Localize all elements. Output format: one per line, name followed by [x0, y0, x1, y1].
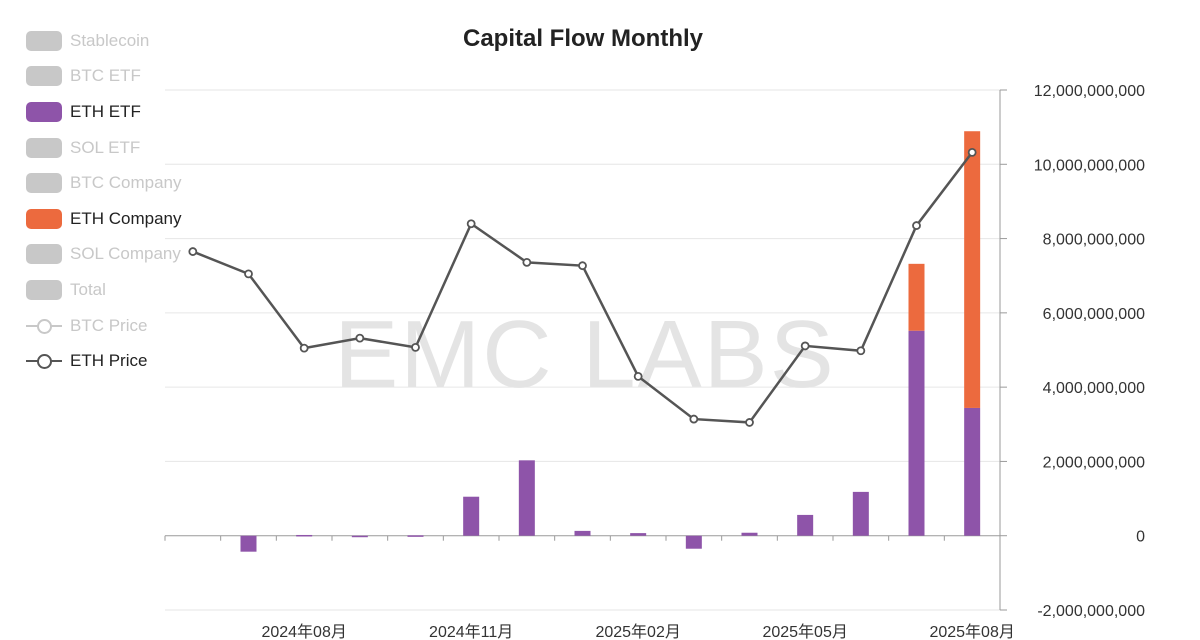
grid-lines [165, 89, 1000, 611]
point-eth-price [466, 219, 476, 229]
y-tick-label: 0 [1136, 529, 1145, 546]
bars [240, 131, 981, 552]
legend-label: BTC Price [70, 315, 148, 335]
point-eth-price [188, 247, 198, 256]
legend-swatch-btc-company [26, 173, 62, 194]
legend-swatch-eth-etf [26, 101, 62, 122]
legend: Stablecoin BTC ETF ETH ETF SOL ETF BTC Compa… [26, 23, 181, 379]
legend-label: SOL ETF [70, 137, 141, 157]
legend-swatch-eth-price [26, 351, 62, 371]
point-eth-price [967, 147, 977, 157]
legend-swatch-eth-company [26, 208, 62, 229]
legend-label: SOL Company [70, 244, 181, 264]
legend-swatch-btc-etf [26, 66, 62, 87]
legend-label: Stablecoin [70, 30, 150, 50]
axes: -2,000,000,000 0 2,000,000,000 4,000,000,00… [164, 83, 1145, 640]
x-tick-label: 2025年08月 [929, 623, 1014, 640]
bar-eth-etf [630, 533, 647, 536]
legend-label: BTC ETF [70, 66, 141, 86]
bar-eth-company [908, 263, 925, 331]
point-eth-price [411, 342, 420, 352]
legend-item-btc-company[interactable]: BTC Company [26, 165, 181, 201]
legend-item-eth-company[interactable]: ETH Company [26, 201, 181, 237]
legend-label: ETH Price [70, 351, 148, 371]
y-tick-label: 4,000,000,000 [1043, 380, 1145, 397]
point-eth-price [355, 333, 365, 343]
legend-item-btc-etf[interactable]: BTC ETF [26, 59, 181, 95]
legend-swatch-stablecoin [26, 30, 62, 51]
legend-item-stablecoin[interactable]: Stablecoin [26, 23, 181, 59]
bar-eth-etf [463, 496, 480, 536]
legend-item-eth-etf[interactable]: ETH ETF [26, 94, 181, 130]
x-tick-label: 2024年08月 [261, 623, 346, 640]
legend-label: ETH Company [70, 208, 182, 228]
point-eth-price [912, 221, 921, 230]
legend-label: ETH ETF [70, 101, 141, 121]
point-eth-price [745, 418, 754, 427]
bar-eth-etf [685, 535, 702, 549]
bar-eth-etf [296, 534, 313, 537]
point-eth-price [522, 257, 532, 267]
x-tick-label: 2025年02月 [595, 623, 680, 640]
y-tick-label: 10,000,000,000 [1034, 157, 1145, 174]
chart-title: Capital Flow Monthly [463, 25, 704, 52]
legend-swatch-total [26, 279, 62, 300]
price-lines [188, 147, 977, 427]
watermark: EMC LABS [334, 301, 835, 408]
bar-eth-etf [908, 330, 925, 536]
legend-label: BTC Company [70, 173, 182, 193]
y-tick-label: -2,000,000,000 [1037, 603, 1145, 620]
legend-item-total[interactable]: Total [26, 272, 181, 308]
point-eth-price [633, 371, 643, 381]
point-eth-price [299, 343, 309, 353]
legend-item-sol-etf[interactable]: SOL ETF [26, 130, 181, 166]
bar-eth-etf [240, 535, 257, 552]
legend-item-eth-price[interactable]: ETH Price [26, 343, 181, 379]
bar-eth-etf [741, 532, 758, 536]
y-tick-label: 8,000,000,000 [1043, 232, 1145, 249]
y-tick-label: 6,000,000,000 [1043, 306, 1145, 323]
y-tick-label: 2,000,000,000 [1043, 454, 1145, 471]
point-eth-price [689, 414, 699, 424]
bar-eth-etf [797, 514, 814, 536]
legend-item-btc-price[interactable]: BTC Price [26, 308, 181, 344]
point-eth-price [800, 341, 810, 351]
legend-marker [37, 318, 52, 334]
bar-eth-etf [964, 407, 981, 536]
legend-marker [37, 354, 52, 370]
point-eth-price [244, 269, 253, 279]
bar-eth-etf [852, 491, 869, 536]
legend-label: Total [70, 279, 106, 299]
y-tick-label: 12,000,000,000 [1034, 83, 1145, 100]
bar-eth-etf [351, 535, 368, 538]
bar-eth-etf [574, 530, 591, 536]
bar-eth-company [964, 131, 981, 408]
bar-eth-etf [407, 535, 424, 537]
point-eth-price [856, 346, 866, 356]
legend-swatch-sol-etf [26, 137, 62, 158]
bar-eth-etf [518, 460, 535, 536]
point-eth-price [578, 261, 587, 271]
x-tick-label: 2025年05月 [762, 623, 847, 640]
legend-item-sol-company[interactable]: SOL Company [26, 237, 181, 273]
legend-swatch-sol-company [26, 244, 62, 265]
legend-swatch-btc-price [26, 316, 62, 336]
x-tick-label: 2024年11月 [429, 623, 513, 640]
